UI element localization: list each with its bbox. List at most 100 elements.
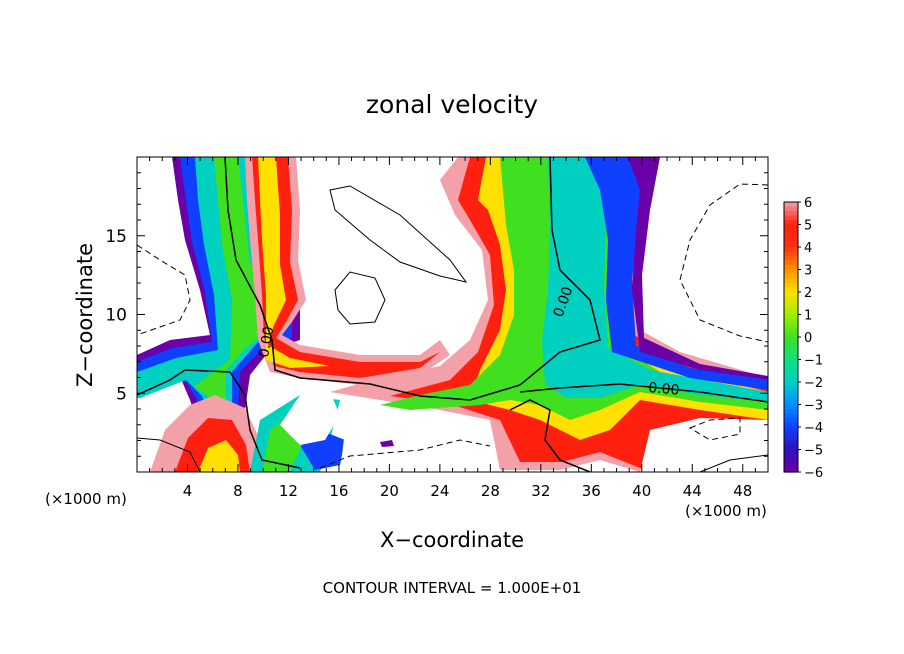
colorbar-segment <box>784 319 798 325</box>
contour-negative-lower-right <box>688 417 741 441</box>
colorbar-segment <box>784 409 798 415</box>
colorbar-label: 0 <box>804 331 812 346</box>
colorbar-segment <box>784 292 798 298</box>
colorbar-segment <box>784 220 798 226</box>
contour-label: 0.00 <box>256 325 277 358</box>
field-band-pos-lower-left-inner <box>198 440 240 472</box>
x-tick-label: 24 <box>430 482 449 500</box>
colorbar-segment <box>784 373 798 379</box>
x-unit-right: (×1000 m) <box>685 502 767 520</box>
contour-negative-lower <box>319 439 491 469</box>
colorbar-label: 2 <box>804 286 812 301</box>
colorbar-segment <box>784 260 798 266</box>
x-tick-label: 28 <box>481 482 500 500</box>
field-band-neg-high-center <box>628 157 768 380</box>
colorbar-segment <box>784 323 798 329</box>
colorbar-segment <box>784 395 798 401</box>
field-layer <box>137 157 768 472</box>
x-axis-label: X−coordinate <box>380 528 524 552</box>
colorbar-segment <box>784 404 798 410</box>
colorbar-segment <box>784 238 798 244</box>
colorbar-segment <box>784 427 798 433</box>
contour-zero-bottom-center <box>509 399 591 472</box>
x-tick-label: 44 <box>683 482 702 500</box>
colorbar-segment <box>784 436 798 442</box>
contour-label: 0.00 <box>648 380 680 399</box>
colorbar-segment <box>784 377 798 383</box>
colorbar-segment <box>784 449 798 455</box>
colorbar: 6 5 4 3 2 1 0 −1 −2 −3 −4 −5 −6 <box>783 196 823 481</box>
colorbar-segment <box>784 350 798 356</box>
colorbar-label: 1 <box>804 309 812 324</box>
colorbar-segment <box>784 341 798 347</box>
x-axis: 4 8 12 16 20 24 28 32 36 40 44 48 <box>149 157 756 500</box>
contour-negative-right <box>679 183 768 343</box>
colorbar-label: 3 <box>804 264 812 279</box>
colorbar-segment <box>784 467 798 473</box>
contour-positive-lower-right <box>699 454 768 472</box>
colorbar-segment <box>784 256 798 262</box>
x-unit-left: (×1000 m) <box>45 490 127 508</box>
colorbar-segment <box>784 337 798 343</box>
x-tick-label: 20 <box>380 482 399 500</box>
colorbar-segment <box>784 283 798 289</box>
colorbar-segment <box>784 287 798 293</box>
y-axis: 5 10 15 <box>105 172 768 457</box>
x-tick-label: 48 <box>733 482 752 500</box>
colorbar-segment <box>784 251 798 257</box>
colorbar-segment <box>784 359 798 365</box>
colorbar-segment <box>784 400 798 406</box>
x-tick-label: 36 <box>582 482 601 500</box>
colorbar-segment <box>784 458 798 464</box>
colorbar-segment <box>784 328 798 334</box>
x-tick-label: 4 <box>183 482 193 500</box>
colorbar-segment <box>784 206 798 212</box>
colorbar-segment <box>784 215 798 221</box>
colorbar-label: −5 <box>804 444 823 459</box>
colorbar-segment <box>784 202 798 208</box>
colorbar-segment <box>784 445 798 451</box>
contour-zero-left <box>224 157 601 401</box>
colorbar-segment <box>784 382 798 388</box>
colorbar-segment <box>784 211 798 217</box>
y-tick-label: 10 <box>105 306 127 326</box>
colorbar-segment <box>784 413 798 419</box>
colorbar-segment <box>784 301 798 307</box>
contour-interval-note: CONTOUR INTERVAL = 1.000E+01 <box>323 579 582 597</box>
colorbar-segment <box>784 364 798 370</box>
contour-lines <box>137 157 768 472</box>
colorbar-segment <box>784 233 798 239</box>
colorbar-label: −4 <box>804 421 823 436</box>
colorbar-segment <box>784 422 798 428</box>
colorbar-segment <box>784 391 798 397</box>
field-hole-lower-right <box>640 418 768 472</box>
colorbar-segment <box>784 332 798 338</box>
colorbar-segment <box>784 274 798 280</box>
field-hole-lower-left <box>280 392 340 445</box>
x-tick-label: 16 <box>329 482 348 500</box>
y-tick-label: 5 <box>116 384 127 404</box>
colorbar-segment <box>784 242 798 248</box>
field-band-purple-patch <box>380 440 394 447</box>
colorbar-label: 4 <box>804 241 812 256</box>
colorbar-segment <box>784 431 798 437</box>
colorbar-label: 6 <box>804 196 812 211</box>
x-tick-label: 12 <box>279 482 298 500</box>
contour-zero-lower <box>137 369 301 469</box>
contour-zero-right <box>519 383 768 403</box>
contour-positive-upper <box>329 185 468 283</box>
colorbar-segment <box>784 314 798 320</box>
colorbar-segment <box>784 346 798 352</box>
x-tick-label: 8 <box>233 482 243 500</box>
field-band-pos-low-left <box>258 157 330 368</box>
colorbar-label: −3 <box>804 399 823 414</box>
colorbar-segment <box>784 310 798 316</box>
colorbar-label: −6 <box>804 466 823 481</box>
colorbar-segment <box>784 355 798 361</box>
field-hole-lower-middle <box>340 420 495 472</box>
contour-positive-blob <box>334 271 386 325</box>
field-band-neg-mid-center <box>585 157 768 390</box>
colorbar-segment <box>784 454 798 460</box>
colorbar-segment <box>784 386 798 392</box>
colorbar-segment <box>784 229 798 235</box>
